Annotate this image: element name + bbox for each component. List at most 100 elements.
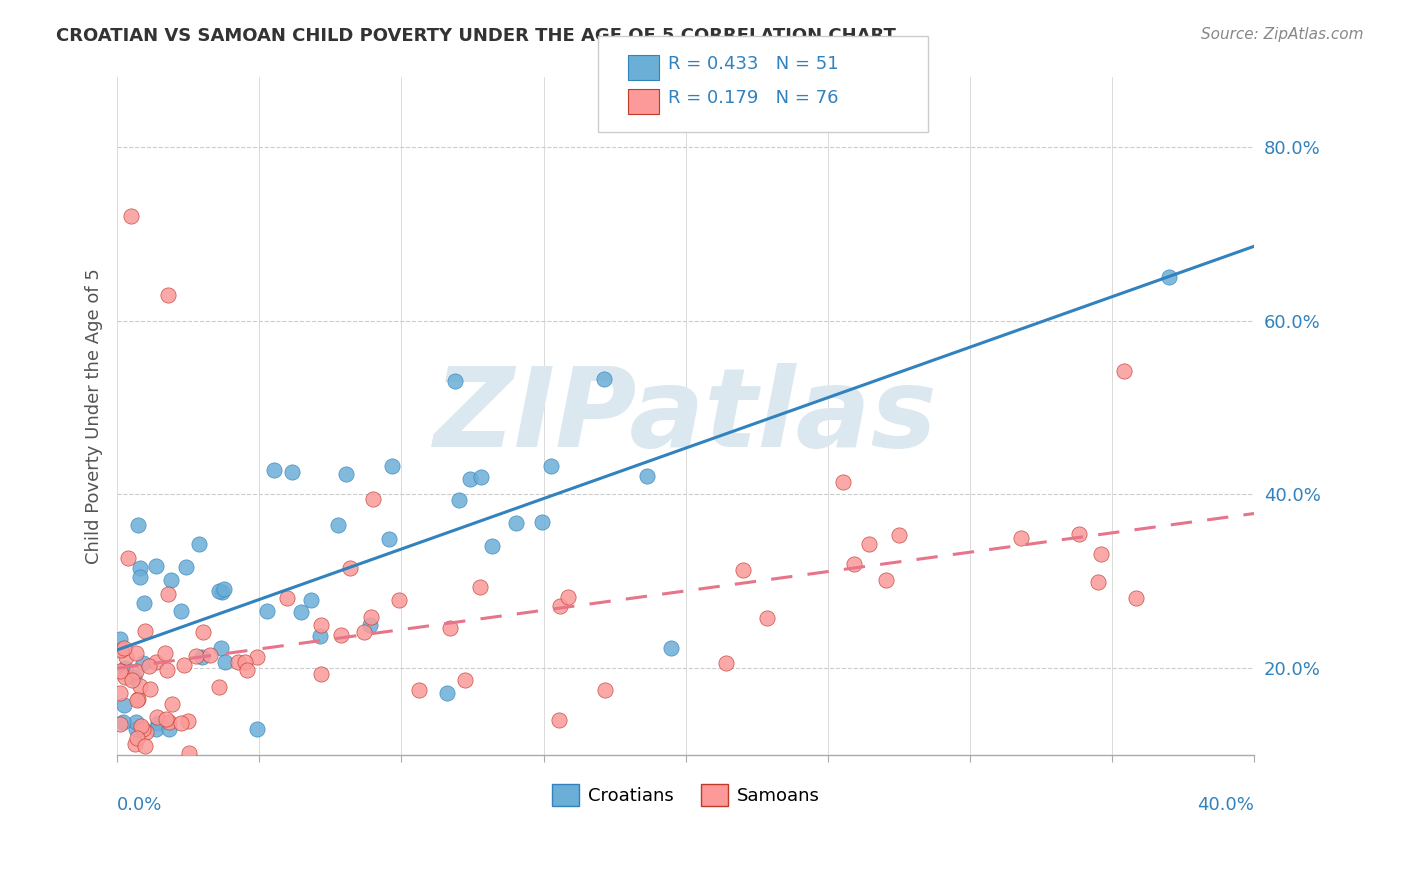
Point [1125, 591, 1147, 606]
Point [335, 467, 357, 481]
Point [470, 470, 492, 484]
Point [145, 722, 167, 736]
Point [156, 663, 179, 677]
Point [831, 475, 853, 490]
Point [858, 537, 880, 551]
Point [540, 459, 562, 474]
Point [1157, 270, 1180, 285]
Point [256, 604, 278, 618]
Point [550, 599, 572, 613]
Point [191, 650, 214, 665]
Point [170, 716, 193, 731]
Text: 40.0%: 40.0% [1198, 796, 1254, 814]
Point [636, 469, 658, 483]
Point [114, 670, 136, 684]
Point [309, 629, 332, 643]
Point [134, 739, 156, 753]
Point [505, 516, 527, 531]
Legend: Croatians, Samoans: Croatians, Samoans [544, 777, 827, 814]
Text: CROATIAN VS SAMOAN CHILD POVERTY UNDER THE AGE OF 5 CORRELATION CHART: CROATIAN VS SAMOAN CHILD POVERTY UNDER T… [56, 27, 896, 45]
Point [193, 625, 215, 640]
Point [188, 537, 211, 551]
Point [212, 582, 235, 596]
Point [236, 663, 259, 677]
Point [134, 624, 156, 638]
Point [453, 673, 475, 688]
Point [129, 718, 152, 732]
Point [339, 561, 361, 575]
Point [235, 656, 257, 670]
Point [112, 698, 135, 712]
Point [129, 561, 152, 575]
Point [155, 712, 177, 726]
Point [124, 664, 146, 678]
Point [127, 518, 149, 533]
Point [246, 650, 269, 665]
Point [134, 596, 156, 610]
Point [157, 722, 180, 736]
Point [1010, 531, 1032, 545]
Point [170, 603, 193, 617]
Point [593, 372, 616, 386]
Point [276, 591, 298, 605]
Point [436, 686, 458, 700]
Point [125, 731, 148, 746]
Point [378, 532, 401, 546]
Point [444, 374, 467, 388]
Point [887, 528, 910, 542]
Point [1090, 547, 1112, 561]
Point [246, 722, 269, 736]
Point [659, 641, 682, 656]
Point [470, 580, 492, 594]
Point [112, 640, 135, 655]
Point [714, 656, 737, 670]
Point [359, 618, 381, 632]
Point [115, 650, 138, 665]
Point [125, 646, 148, 660]
Point [121, 673, 143, 687]
Point [557, 590, 579, 604]
Point [114, 661, 136, 675]
Point [731, 563, 754, 577]
Point [110, 642, 132, 657]
Point [156, 587, 179, 601]
Point [159, 573, 181, 587]
Point [299, 593, 322, 607]
Point [108, 716, 131, 731]
Point [148, 715, 170, 730]
Point [145, 655, 167, 669]
Point [1114, 364, 1136, 378]
Y-axis label: Child Poverty Under the Age of 5: Child Poverty Under the Age of 5 [86, 268, 103, 564]
Point [381, 458, 404, 473]
Point [326, 517, 349, 532]
Point [176, 559, 198, 574]
Point [120, 210, 142, 224]
Point [198, 648, 221, 662]
Point [209, 640, 232, 655]
Point [214, 655, 236, 669]
Point [460, 472, 482, 486]
Point [309, 618, 332, 632]
Point [208, 680, 231, 694]
Point [290, 605, 312, 619]
Point [360, 609, 382, 624]
Point [353, 625, 375, 640]
Point [145, 558, 167, 573]
Point [329, 628, 352, 642]
Text: ZIPatlas: ZIPatlas [434, 363, 938, 470]
Point [125, 714, 148, 729]
Point [129, 570, 152, 584]
Text: 0.0%: 0.0% [117, 796, 163, 814]
Point [361, 491, 384, 506]
Point [139, 681, 162, 696]
Point [281, 465, 304, 479]
Point [439, 621, 461, 635]
Point [160, 697, 183, 711]
Point [127, 691, 149, 706]
Point [226, 656, 249, 670]
Point [408, 683, 430, 698]
Point [211, 584, 233, 599]
Point [177, 714, 200, 728]
Point [153, 647, 176, 661]
Text: Source: ZipAtlas.com: Source: ZipAtlas.com [1201, 27, 1364, 42]
